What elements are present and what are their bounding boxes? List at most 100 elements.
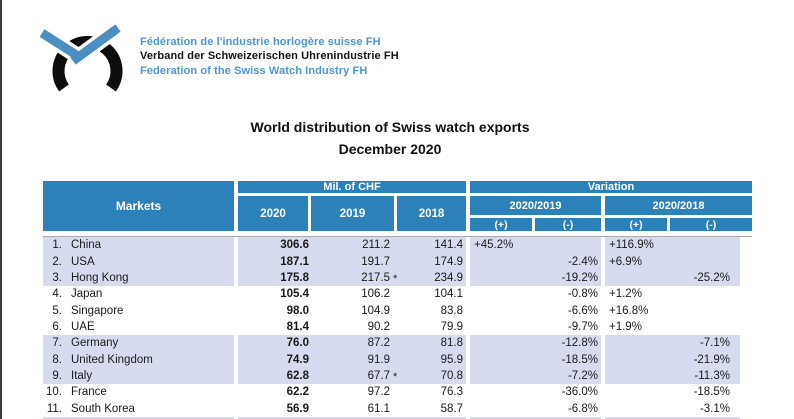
- row-chf-2018: 104.1: [434, 288, 463, 301]
- row-chf-2019-value: 61.1: [367, 402, 390, 415]
- row-market-name: Japan: [71, 288, 103, 301]
- row-rank: 7.: [52, 337, 62, 350]
- row-market-name: South Korea: [71, 402, 135, 415]
- row-chf-2019-value: 87.2: [367, 337, 390, 350]
- row-chf-2019-value: 106.2: [361, 288, 390, 301]
- variation-2020-2019-cell: +45.2%: [470, 237, 601, 254]
- row-market-name: China: [71, 239, 102, 252]
- logo-line-french: Fédération de l'industrie horlogère suis…: [140, 36, 381, 48]
- chf-values-cell: [238, 416, 466, 419]
- market-cell: 8. United Kingdom: [43, 351, 234, 368]
- asterisk-marker: *: [393, 272, 398, 285]
- row-rank: 9.: [52, 370, 62, 383]
- variation-2020-2018-cell: +6.9%: [605, 253, 740, 270]
- row-chf-2019: 67.7 *: [309, 370, 398, 383]
- row-var2-minus: -21.9%: [693, 353, 730, 366]
- row-chf-2020: 81.4: [286, 320, 309, 333]
- row-chf-2019: 91.9: [309, 354, 390, 366]
- table-row: 9. Italy 62.8 67.7 * 70.8 -7.2% -11.3%: [43, 367, 752, 385]
- market-cell: [43, 416, 234, 419]
- logo-wordmark: Fédération de l'industrie horlogère suis…: [140, 35, 399, 78]
- table-row: 3. Hong Kong 175.8 217.5 * 234.9 -19.2% -…: [43, 269, 752, 287]
- row-var2-minus: -25.2%: [693, 271, 730, 284]
- market-cell: 7. Germany: [43, 335, 234, 352]
- chf-values-cell: 74.9 91.9 95.9: [238, 351, 466, 368]
- title-line-1: World distribution of Swiss watch export…: [250, 119, 530, 135]
- row-chf-2019: 87.2: [309, 337, 390, 349]
- header-year-2020: 2020: [238, 196, 308, 231]
- market-cell: 1. China: [43, 237, 234, 254]
- row-chf-2018: 83.8: [440, 304, 463, 317]
- row-market-name: Italy: [71, 370, 93, 383]
- row-chf-2018: 58.7: [440, 402, 463, 415]
- variation-2020-2018-cell: +116.9%: [605, 237, 740, 254]
- row-var1-plus: +45.2%: [474, 239, 514, 252]
- row-chf-2019-value: 191.7: [361, 255, 390, 268]
- row-var1-minus: -7.2%: [567, 370, 598, 383]
- market-cell: 6. UAE: [43, 319, 234, 335]
- variation-2020-2019-cell: -6.8%: [470, 401, 601, 417]
- table-row: 11. South Korea 56.9 61.1 58.7 -6.8% -3.…: [43, 401, 752, 417]
- table-row: 8. United Kingdom 74.9 91.9 95.9 -18.5% …: [43, 351, 752, 368]
- table-row: 5. Singapore 98.0 104.9 83.8 -6.6% +16.8…: [43, 302, 752, 318]
- header-variation-2020-2019: 2020/2019: [470, 196, 601, 215]
- header-var2-minus: (-): [670, 218, 752, 231]
- header-var1-plus: (+): [470, 218, 532, 231]
- table-body: 1. China 306.6 211.2 141.4 +45.2% +116.9…: [43, 237, 752, 419]
- chf-values-cell: 175.8 217.5 * 234.9: [238, 269, 466, 287]
- table-row: 4. Japan 105.4 106.2 104.1 -0.8% +1.2%: [43, 286, 752, 302]
- row-var2-plus: +6.9%: [609, 255, 642, 268]
- market-cell: 3. Hong Kong: [43, 269, 234, 287]
- row-rank: 3.: [52, 271, 62, 284]
- row-chf-2019-value: 67.7: [367, 370, 390, 383]
- chf-values-cell: 306.6 211.2 141.4: [238, 237, 466, 254]
- variation-2020-2019-cell: -6.6%: [470, 302, 601, 318]
- row-rank: 11.: [46, 402, 62, 415]
- row-var1-minus: -2.4%: [567, 255, 598, 268]
- logo-line-english: Federation of the Swiss Watch Industry F…: [140, 64, 368, 77]
- row-chf-2018: 79.9: [440, 320, 463, 333]
- variation-2020-2018-cell: -3.1%: [605, 401, 740, 417]
- variation-2020-2019-cell: [470, 416, 601, 419]
- row-var2-minus: -11.3%: [694, 370, 730, 383]
- row-chf-2020: 62.2: [286, 386, 309, 399]
- variation-2020-2018-cell: +1.2%: [605, 286, 740, 302]
- chf-values-cell: 105.4 106.2 104.1: [238, 286, 466, 302]
- row-chf-2019: 61.1: [309, 403, 390, 415]
- row-chf-2019: 211.2: [309, 239, 390, 251]
- row-rank: 6.: [52, 320, 62, 333]
- row-chf-2019-value: 217.5: [361, 271, 390, 284]
- market-cell: 2. USA: [43, 253, 234, 270]
- row-rank: 2.: [52, 255, 62, 268]
- variation-2020-2018-cell: -7.1%: [605, 335, 740, 352]
- title-line-2: December 2020: [338, 141, 442, 157]
- variation-2020-2019-cell: -12.8%: [470, 335, 601, 352]
- chf-values-cell: 76.0 87.2 81.8: [238, 335, 466, 352]
- row-var1-minus: -18.5%: [561, 353, 598, 366]
- variation-2020-2018-cell: -21.9%: [605, 351, 740, 368]
- row-chf-2020: 306.6: [280, 239, 309, 252]
- row-chf-2020: 56.9: [286, 402, 309, 415]
- chf-values-cell: 187.1 191.7 174.9: [238, 253, 466, 270]
- header-markets: Markets: [43, 181, 234, 231]
- row-var1-minus: -19.2%: [561, 271, 598, 284]
- row-chf-2018: 174.9: [434, 255, 463, 268]
- row-market-name: Germany: [71, 337, 119, 350]
- header-variation-group: Variation: [470, 181, 752, 193]
- row-chf-2019: 104.9: [309, 305, 390, 317]
- row-rank: 5.: [52, 304, 62, 317]
- variation-2020-2018-cell: +16.8%: [605, 302, 740, 318]
- chf-values-cell: 56.9 61.1 58.7: [238, 401, 466, 417]
- variation-2020-2018-cell: +1.9%: [605, 319, 740, 335]
- table-row: 10. France 62.2 97.2 76.3 -36.0% -18.5%: [43, 384, 752, 400]
- market-cell: 5. Singapore: [43, 302, 234, 318]
- chf-values-cell: 62.8 67.7 * 70.8: [238, 367, 466, 385]
- header-var2-plus: (+): [605, 218, 667, 231]
- row-chf-2020: 105.4: [280, 288, 309, 301]
- header-variation-2020-2018: 2020/2018: [605, 196, 752, 215]
- page-title: World distribution of Swiss watch export…: [0, 119, 780, 157]
- row-market-name: Singapore: [71, 304, 124, 317]
- chf-values-cell: 62.2 97.2 76.3: [238, 384, 466, 400]
- row-rank: 1.: [52, 239, 62, 252]
